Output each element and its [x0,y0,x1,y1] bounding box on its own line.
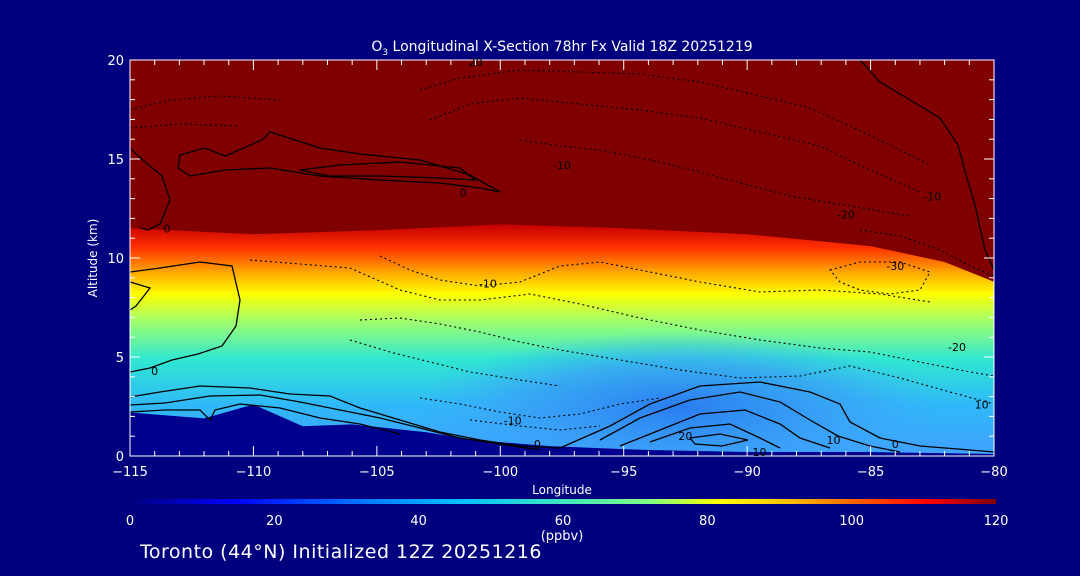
colorbar-tick-label: 120 [984,514,1009,529]
solid-contour-boundary-1 [130,385,561,449]
x-axis: −115 −110 −105 −100 −95 −90 −85 −80 [112,60,1008,480]
contour-label: 10 [975,399,989,412]
y-tick-label: 5 [116,351,124,366]
dotted-contour-ring-3 [469,419,601,431]
contour-label: 10 [827,434,841,447]
dotted-contours [130,69,994,431]
contour-lines [130,60,994,453]
y-axis: 0 5 10 15 20 [107,54,994,465]
colorbar-tick-label: 60 [555,514,572,529]
x-tick-label: −110 [236,465,272,480]
x-axis-label: Longitude [532,483,592,497]
terrain-boundary [130,404,994,456]
colorbar-unit-label: (ppbv) [541,529,584,544]
contour-label: 0 [460,187,467,200]
colorbar [130,499,996,504]
chart-title-species: O [371,39,382,55]
y-tick-label: 15 [107,153,124,168]
contour-label: 0 [151,365,158,378]
solid-contour-east-outer [559,381,994,453]
contour-label: 20 [678,430,692,443]
contour-label: 0 [534,438,541,451]
solid-contour-west-upper [130,147,171,231]
y-tick-label: 20 [107,54,124,69]
contour-label: 10 [752,446,766,459]
dotted-contour-upper-3 [519,139,911,217]
solid-contour-ne [859,60,994,271]
contour-label: -20 [948,341,966,354]
x-tick-label: −85 [857,465,884,480]
dotted-contour-mid-1 [379,255,931,303]
plot-area [130,60,994,456]
y-axis-label: Altitude (km) [86,219,100,298]
contour-label: 0 [892,438,899,451]
solid-contour-east-inner [619,409,831,449]
solid-contour-west-small [130,281,152,311]
x-tick-label: −90 [733,465,760,480]
colorbar-tick-label: 80 [699,514,716,529]
solid-contour-east-core-2 [688,433,749,447]
solid-contour-west-loop [130,261,241,373]
x-tick-label: −95 [610,465,637,480]
dotted-contour-ring-2 [419,397,661,419]
dotted-contour-upper-4 [130,95,281,111]
solid-contour-east-mid [599,391,901,453]
x-tick-label: −105 [359,465,395,480]
colorbar-tick-label: 20 [266,514,283,529]
x-tick-label: −80 [980,465,1007,480]
contour-label: -10 [504,414,522,427]
chart-title: O3 Longitudinal X-Section 78hr Fx Valid … [371,39,752,58]
solid-contour-jet-upper [177,131,501,193]
colorbar-tick-label: 0 [126,514,134,529]
contour-label: -10 [479,278,497,291]
solid-contour-boundary-3 [130,403,401,435]
y-tick-label: 0 [116,450,124,465]
contour-label: -30 [886,260,904,273]
contour-label: -10 [923,191,941,204]
dotted-contour-east [859,229,994,277]
dotted-contour-mid-4 [349,339,561,387]
dotted-contour-upper-5 [130,123,241,129]
x-tick-label: −115 [112,465,148,480]
colorbar-tick-label: 40 [410,514,427,529]
y-tick-label: 10 [107,252,124,267]
contour-label: 0 [164,222,171,235]
x-tick-label: −100 [482,465,518,480]
solid-contour-jet-inner [299,161,477,181]
dotted-contour-upper-2 [429,97,921,193]
contour-label: -10 [553,159,571,172]
solid-contour-east-core-1 [649,423,781,449]
contour-label: -20 [837,208,855,221]
colorbar-tick-label: 100 [839,514,864,529]
chart-title-rest: Longitudinal X-Section 78hr Fx Valid 18Z… [388,39,753,55]
solid-contour-boundary-2 [130,394,541,451]
colorbar-ticks: 0 20 40 60 80 100 120 [126,514,1009,529]
chart-title-subscript: 3 [382,48,388,58]
footer-init-info: Toronto (44°N) Initialized 12Z 20251216 [140,541,542,563]
low-ozone-core [420,325,940,456]
